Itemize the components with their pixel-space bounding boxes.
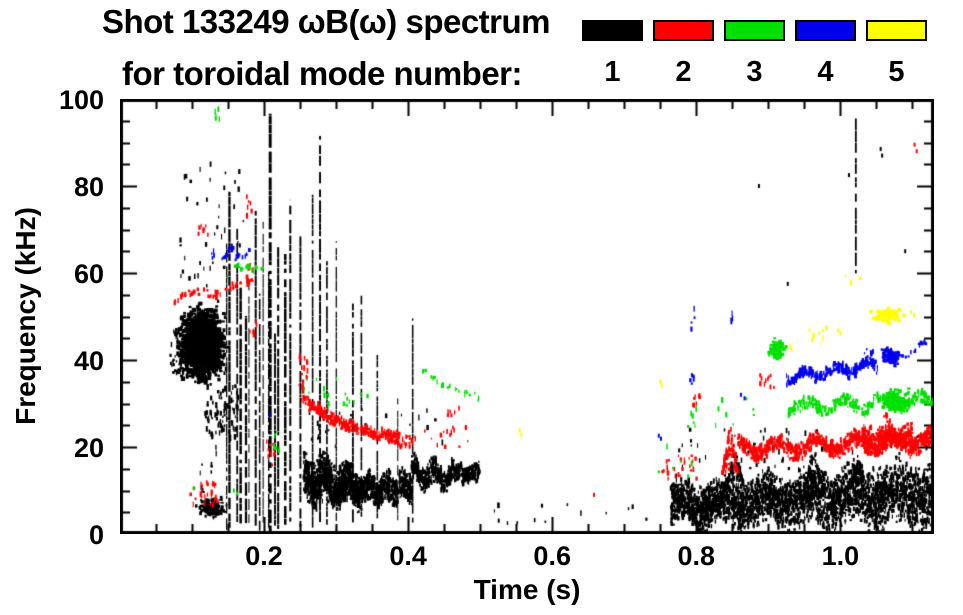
y-tick-label: 100 — [58, 85, 104, 115]
legend-item-mode-3: 3 — [724, 20, 785, 89]
y-tick-label: 80 — [73, 172, 104, 202]
legend-swatch-mode-2 — [653, 20, 714, 41]
legend-label-mode-2: 2 — [675, 56, 692, 88]
y-axis-title: Frequency (kHz) — [10, 207, 41, 425]
legend-item-mode-1: 1 — [582, 20, 643, 89]
spectrogram-plot — [120, 99, 934, 534]
legend-swatch-mode-4 — [795, 20, 856, 41]
legend-swatch-mode-1 — [582, 20, 643, 41]
x-tick-label: 0.4 — [389, 541, 427, 571]
legend-item-mode-5: 5 — [866, 20, 927, 89]
legend-label-mode-5: 5 — [888, 56, 905, 88]
legend-label-mode-1: 1 — [604, 56, 621, 88]
x-tick-label: 1.0 — [821, 541, 860, 571]
legend-swatch-mode-3 — [724, 20, 785, 41]
legend-label-mode-3: 3 — [746, 56, 763, 88]
legend-label-mode-4: 4 — [817, 56, 834, 88]
legend-swatch-mode-5 — [866, 20, 927, 41]
x-axis-title: Time (s) — [473, 574, 581, 605]
y-tick-label: 60 — [73, 259, 104, 289]
chart-title: Shot 133249 ωB(ω) spectrum — [101, 3, 551, 40]
legend-item-mode-4: 4 — [795, 20, 856, 89]
chart-subtitle: for toroidal mode number: — [122, 55, 523, 92]
x-tick-label: 0.6 — [533, 541, 571, 571]
y-tick-label: 20 — [73, 433, 104, 463]
x-tick-label: 0.2 — [245, 541, 283, 571]
legend-item-mode-2: 2 — [653, 20, 714, 89]
y-tick-label: 40 — [73, 346, 104, 376]
y-tick-label: 0 — [88, 520, 104, 550]
x-tick-label: 0.8 — [677, 541, 716, 571]
